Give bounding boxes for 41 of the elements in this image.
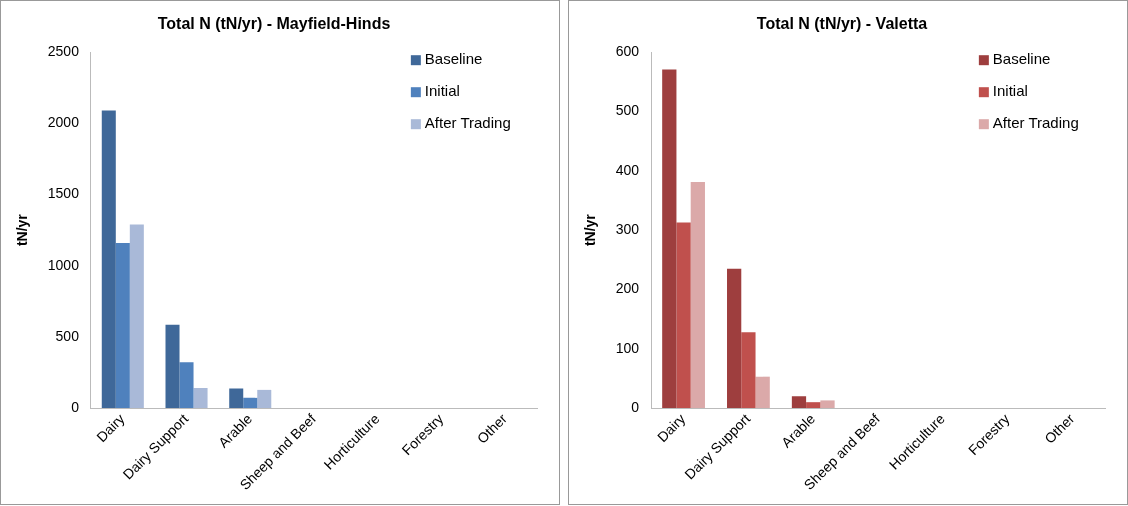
bar	[257, 389, 272, 409]
bar	[727, 268, 742, 409]
bar	[115, 242, 130, 409]
y-tick-label: 500	[55, 327, 80, 344]
y-axis-title: tN/yr	[14, 213, 31, 247]
y-tick-label: 0	[71, 398, 80, 415]
bar	[676, 222, 691, 409]
legend-label: Baseline	[992, 50, 1051, 68]
y-tick-label: 300	[615, 221, 640, 238]
legend-label: Baseline	[424, 50, 483, 68]
bar	[791, 396, 807, 409]
y-tick-label: 400	[615, 161, 640, 178]
bar	[662, 69, 677, 409]
y-tick-label: 100	[615, 339, 640, 356]
bar	[820, 400, 835, 409]
chart-title: Total N (tN/yr) - Valetta	[756, 15, 928, 33]
y-tick-label: 200	[615, 280, 640, 297]
y-tick-label: 2000	[47, 114, 80, 131]
legend-label: Initial	[992, 82, 1028, 100]
chart-title: Total N (tN/yr) - Mayfield-Hinds	[157, 15, 391, 33]
y-axis-title: tN/yr	[582, 213, 599, 247]
bar	[741, 332, 756, 409]
y-tick-label: 0	[631, 398, 640, 415]
y-tick-label: 2500	[47, 43, 80, 60]
legend-label: After Trading	[992, 114, 1079, 132]
legend-label: Initial	[424, 82, 460, 100]
bar	[806, 402, 821, 409]
bar	[101, 110, 116, 409]
bar	[193, 387, 208, 409]
bar	[243, 397, 258, 409]
bar	[229, 388, 244, 409]
y-tick-label: 1500	[47, 185, 80, 202]
legend-label: After Trading	[424, 114, 511, 132]
bar	[179, 362, 194, 409]
y-tick-label: 1000	[47, 256, 80, 273]
y-tick-label: 600	[615, 43, 640, 60]
bar	[690, 182, 705, 409]
bar	[129, 224, 144, 409]
y-tick-label: 500	[615, 102, 640, 119]
bar	[165, 324, 180, 409]
bar	[755, 376, 770, 409]
